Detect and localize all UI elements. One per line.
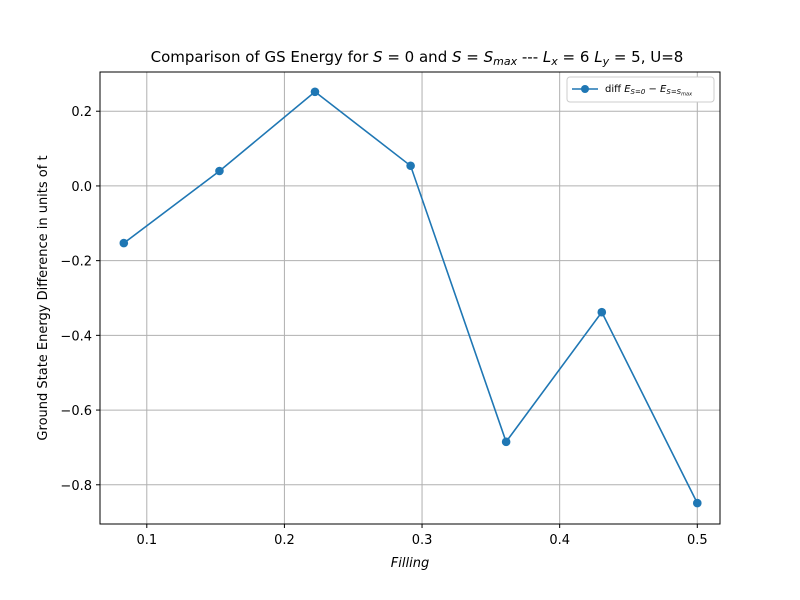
- legend-entry-series-1: diff ES=0 − ES=Smax: [605, 84, 692, 98]
- data-point: [692, 498, 702, 508]
- y-tick-label: −0.2: [60, 255, 92, 270]
- x-tick-label: 0.5: [687, 533, 708, 548]
- data-point: [406, 161, 415, 171]
- x-axis-ticks: 0.1 0.2 0.3 0.4 0.5: [136, 524, 708, 548]
- y-axis-label: Ground State Energy Difference in units …: [36, 155, 51, 440]
- data-point: [597, 307, 607, 317]
- y-tick-label: −0.6: [60, 404, 92, 419]
- y-axis-ticks: −0.8 −0.6 −0.4 −0.2 0.0 0.2: [60, 105, 100, 494]
- data-point: [215, 166, 224, 176]
- x-tick-label: 0.4: [549, 533, 570, 548]
- y-tick-label: −0.8: [60, 479, 92, 494]
- x-tick-label: 0.1: [136, 533, 157, 548]
- series-line: [123, 90, 699, 504]
- data-point: [119, 238, 129, 248]
- legend: diff ES=0 − ES=Smax: [566, 76, 715, 103]
- chart-title: Comparison of GS Energy for S = 0 and S …: [151, 48, 684, 68]
- x-tick-label: 0.3: [412, 533, 433, 548]
- y-tick-label: 0.2: [71, 105, 92, 120]
- data-point: [310, 87, 320, 97]
- legend-point-marker: [581, 85, 589, 93]
- x-tick-label: 0.2: [274, 533, 295, 548]
- data-point: [501, 437, 511, 447]
- y-tick-label: −0.4: [60, 329, 92, 344]
- grid-lines: [100, 72, 720, 524]
- x-axis-label: Filling: [391, 556, 429, 571]
- series-layer: [119, 87, 702, 508]
- y-tick-label: 0.0: [71, 180, 92, 195]
- axes-frame: [99, 71, 721, 525]
- legend-box: [566, 76, 715, 103]
